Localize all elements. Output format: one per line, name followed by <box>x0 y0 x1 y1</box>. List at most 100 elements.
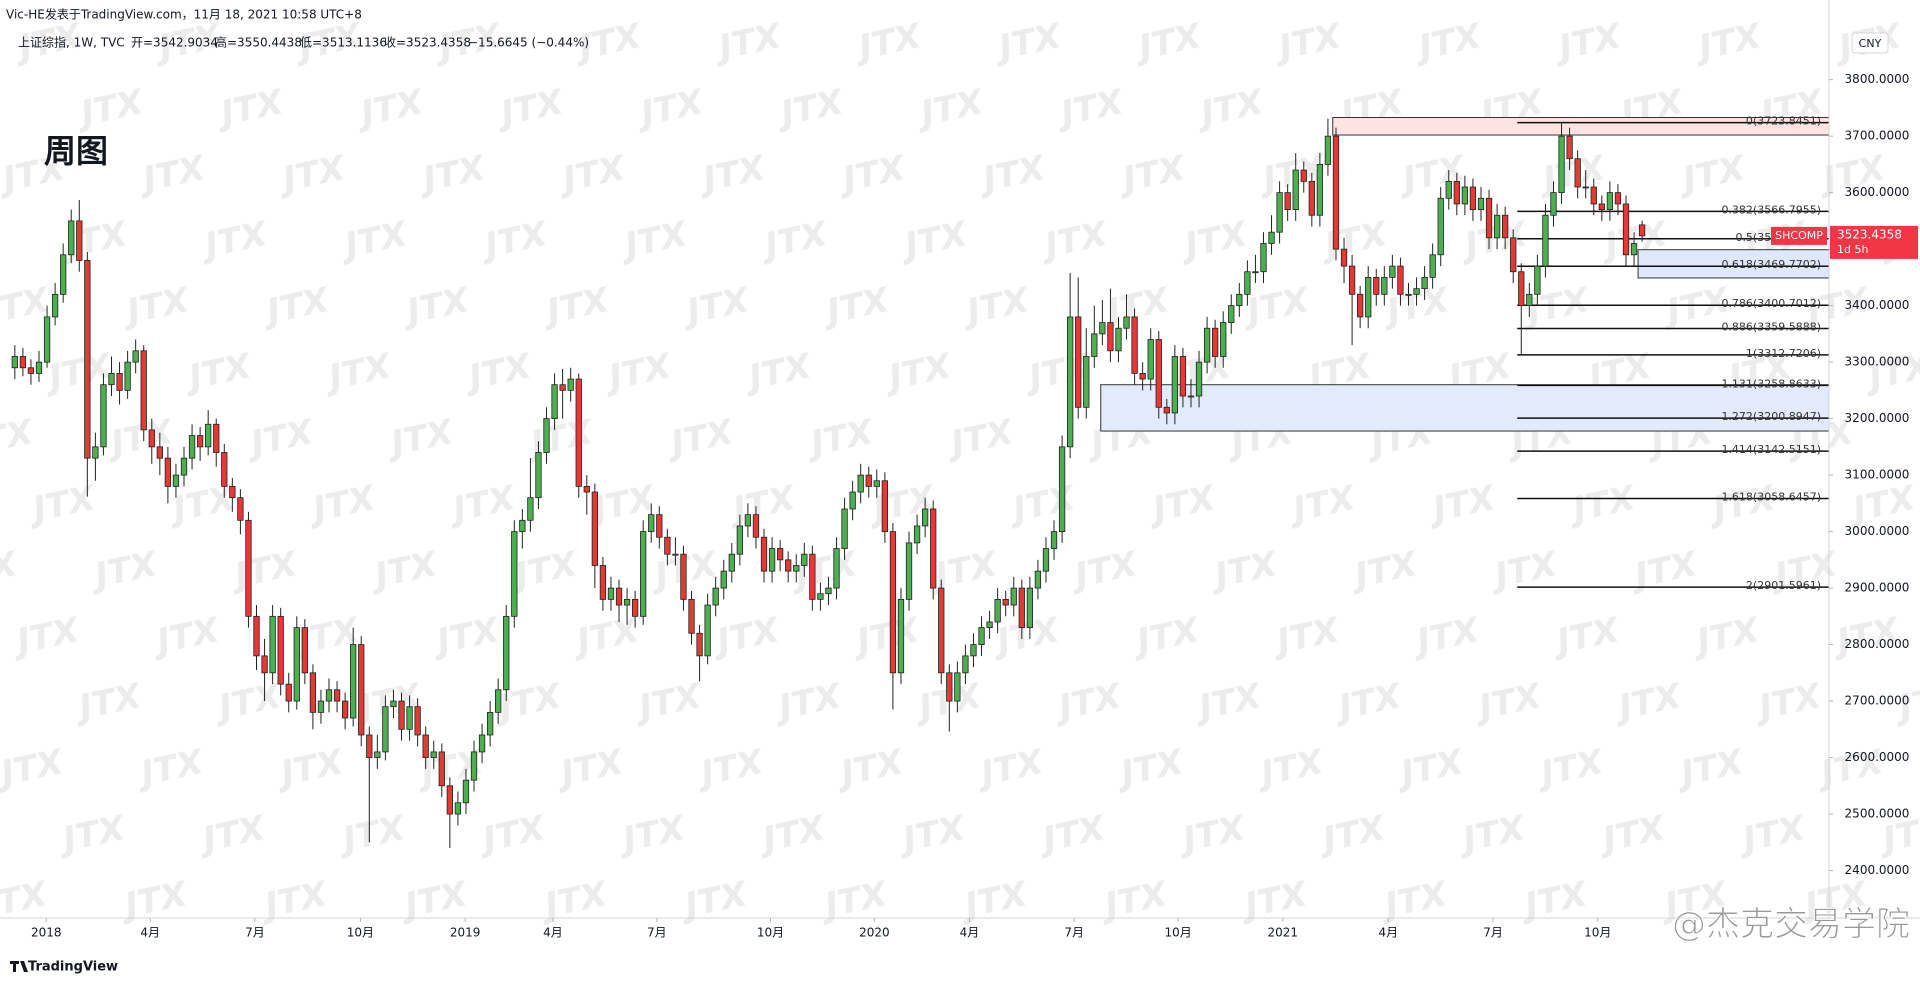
candle-body <box>1115 327 1122 352</box>
watermark: JTX <box>1112 742 1189 796</box>
watermark: JTX <box>320 346 397 400</box>
candle-body <box>1518 271 1525 307</box>
y-tick-label: 2400.0000 <box>1845 863 1910 877</box>
watermark: JTX <box>1128 610 1205 664</box>
fib-label: 2(2901.5961) <box>1746 579 1821 592</box>
watermark: JTX <box>1704 478 1781 532</box>
candle-body <box>1179 356 1187 397</box>
watermark: JTX <box>102 412 179 466</box>
candle-body <box>1236 293 1243 307</box>
watermark: JTX <box>444 478 521 532</box>
watermark: JTX <box>942 412 1019 466</box>
watermark: JTX <box>912 82 989 136</box>
watermark: JTX <box>770 676 847 730</box>
watermark: JTX <box>86 544 163 598</box>
candle-body <box>1437 197 1444 256</box>
candle-body <box>1566 135 1573 160</box>
watermark: JTX <box>848 610 925 664</box>
x-tick-label: 7月 <box>647 926 667 940</box>
candle-body <box>1244 271 1251 295</box>
candle-body <box>1131 316 1138 374</box>
candle-body <box>430 751 437 758</box>
candle-body <box>736 525 743 555</box>
watermark: JTX <box>1206 544 1283 598</box>
candle-body <box>374 751 381 758</box>
currency-box[interactable] <box>1851 32 1889 54</box>
watermark: JTX <box>926 544 1003 598</box>
watermark: JTX <box>1516 874 1593 928</box>
watermark: JTX <box>1316 214 1393 268</box>
watermark: JTX <box>1392 742 1469 796</box>
candle-body <box>76 220 83 261</box>
watermark: JTX <box>1486 544 1563 598</box>
candle-body <box>1389 265 1396 278</box>
watermark: JTX <box>522 412 599 466</box>
candle-body <box>962 655 969 674</box>
candle-body <box>478 734 486 753</box>
candle-body <box>1606 192 1614 210</box>
watermark: JTX <box>614 808 691 862</box>
candle-body <box>269 615 276 674</box>
watermark: JTX <box>414 148 491 202</box>
watermark: JTX <box>956 874 1033 928</box>
candle-body <box>1292 169 1299 210</box>
candle-body <box>1083 356 1090 408</box>
candle-body <box>325 689 333 702</box>
zone <box>1637 249 1830 279</box>
candle-body <box>1155 339 1162 408</box>
candle-body <box>180 457 188 476</box>
close: 收=3523.4358 <box>384 36 471 50</box>
watermark: JTX <box>1174 808 1251 862</box>
watermark: JTX <box>476 214 553 268</box>
candle-body <box>728 553 735 572</box>
candle-body <box>1324 135 1332 165</box>
candle-body <box>293 627 300 702</box>
watermark: JTX <box>850 16 927 70</box>
watermark: JTX <box>212 82 289 136</box>
chart-title: 周图 <box>44 132 108 170</box>
candle-body <box>1147 339 1154 380</box>
candle-body <box>688 598 695 634</box>
y-tick-label: 2500.0000 <box>1845 807 1910 821</box>
y-tick-label: 3300.0000 <box>1845 355 1910 369</box>
watermark: JTX <box>428 610 505 664</box>
candle-body <box>640 531 647 617</box>
watermark: JTX <box>274 148 351 202</box>
candle-body <box>1091 333 1098 357</box>
candle-body <box>664 536 671 555</box>
candle-body <box>1502 214 1509 239</box>
candle-body <box>648 514 655 532</box>
candle-body <box>1284 192 1291 210</box>
candle-body <box>1461 186 1469 205</box>
candle-body <box>1574 158 1581 188</box>
watermark: JTX <box>894 808 971 862</box>
watermark: JTX <box>1346 544 1423 598</box>
candle-body <box>922 508 929 527</box>
candle-body <box>785 559 792 572</box>
candle-body <box>422 734 429 758</box>
watermark: JTX <box>536 874 613 928</box>
candle-body <box>970 644 977 657</box>
x-tick-label: 4月 <box>543 926 563 940</box>
candle-body <box>1268 231 1275 244</box>
candle-body <box>92 446 99 459</box>
candle-body <box>108 373 115 386</box>
x-tick-label: 4月 <box>960 926 980 940</box>
price-tag <box>1830 225 1918 259</box>
candle-body <box>19 356 27 369</box>
watermark: JTX <box>56 214 133 268</box>
candle-body <box>27 367 35 374</box>
candle-body <box>1405 293 1412 296</box>
candle-body <box>221 452 228 487</box>
candle-body <box>132 350 139 363</box>
candle-body <box>495 689 502 713</box>
change: −15.6645 (−0.44%) <box>468 36 589 50</box>
watermark: JTX <box>226 544 303 598</box>
fib-label: 1.618(3058.6457) <box>1721 490 1821 503</box>
watermark: JTX <box>974 148 1051 202</box>
candle-body <box>776 548 784 561</box>
candle-body <box>196 435 204 448</box>
candle-body <box>11 356 18 369</box>
currency: CNY <box>1859 37 1882 50</box>
